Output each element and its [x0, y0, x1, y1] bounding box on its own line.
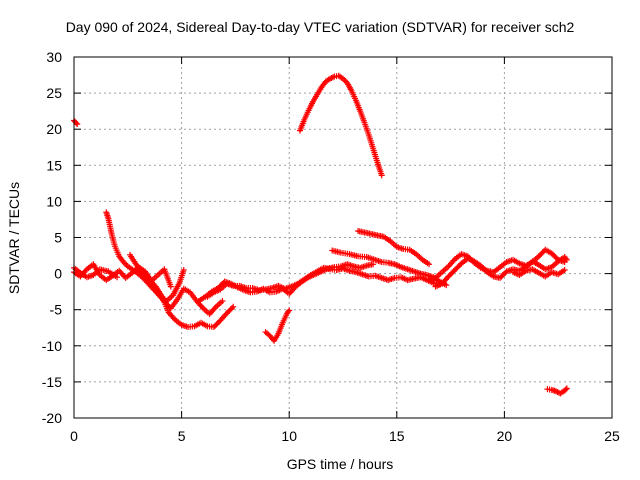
series-arc-2 — [71, 264, 121, 281]
series-arc-7 — [195, 261, 377, 305]
data-point — [443, 282, 450, 289]
grid-lines — [74, 57, 612, 418]
chart-title: Day 090 of 2024, Sidereal Day-to-day VTE… — [65, 19, 575, 35]
y-tick-label: -20 — [42, 410, 62, 426]
y-tick-label: -15 — [42, 374, 62, 390]
y-tick-label: -5 — [50, 302, 63, 318]
plot-frame — [73, 56, 613, 419]
series-arc-11 — [329, 247, 450, 289]
x-tick-label: 25 — [604, 428, 620, 444]
y-tick-label: -10 — [42, 338, 62, 354]
data-point — [180, 266, 187, 273]
x-tick-label: 15 — [389, 428, 405, 444]
tick-labels: 0 5 10 15 20 25 -20 -15 -10 -5 0 5 10 15 20 25 30 — [42, 49, 620, 444]
y-axis-label: SDTVAR / TECUs — [6, 181, 22, 295]
data-point — [74, 121, 81, 128]
y-tick-label: 5 — [54, 230, 62, 246]
data-point — [219, 298, 226, 305]
y-tick-label: 10 — [46, 193, 62, 209]
series-arc-9 — [262, 307, 293, 344]
y-tick-label: 15 — [46, 157, 62, 173]
y-tick-label: 25 — [46, 85, 62, 101]
data-point — [230, 303, 237, 310]
x-tick-label: 10 — [281, 428, 297, 444]
data-point — [563, 256, 570, 263]
data-point — [167, 283, 174, 290]
series-arc-4 — [103, 209, 187, 305]
series-arc-15 — [510, 266, 568, 280]
series-arc-16 — [544, 385, 570, 397]
data-point — [228, 305, 235, 312]
series-arc-6 — [135, 266, 226, 318]
y-tick-label: 0 — [54, 266, 62, 282]
data-point — [286, 307, 293, 314]
series-arc-3 — [71, 117, 81, 128]
data-point — [561, 266, 568, 273]
series-arc-12 — [355, 228, 433, 268]
data-markers — [71, 72, 570, 397]
data-point — [114, 274, 121, 281]
series-arc-10 — [296, 72, 385, 179]
series-arc-13 — [426, 246, 568, 283]
data-point — [562, 386, 569, 393]
x-tick-label: 20 — [497, 428, 513, 444]
x-tick-label: 5 — [178, 428, 186, 444]
x-axis-label: GPS time / hours — [286, 456, 394, 472]
data-point — [426, 261, 433, 268]
data-point — [378, 172, 385, 179]
series-arc-8 — [204, 264, 443, 300]
data-point — [563, 385, 570, 392]
x-tick-label: 0 — [70, 428, 78, 444]
y-tick-label: 30 — [46, 49, 62, 65]
y-tick-label: 20 — [46, 121, 62, 137]
